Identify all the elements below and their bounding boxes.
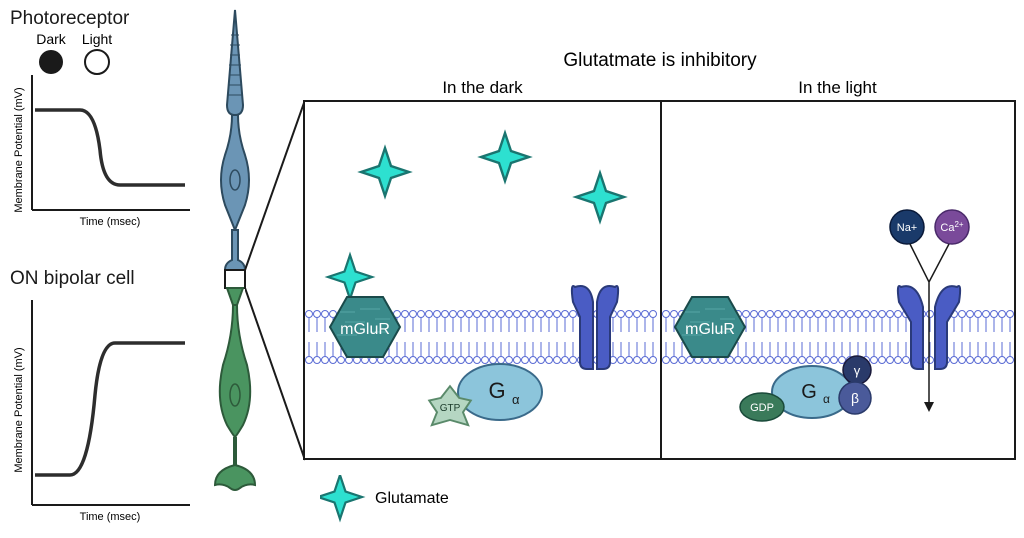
gdp-icon: GDP (740, 393, 784, 421)
photoreceptor-curve (35, 110, 185, 185)
bipolar-yaxis-label: Membrane Potential (mV) (13, 347, 25, 472)
synapse-box-icon (225, 270, 245, 288)
gamma-label: γ (854, 363, 861, 378)
diagram-root: Photoreceptor Dark Light Membrane Potent… (0, 0, 1024, 538)
photoreceptor-outer-icon (227, 10, 243, 115)
gtp-label: GTP (440, 403, 461, 414)
gamma-icon: γ (843, 356, 871, 384)
bipolar-curve (35, 343, 185, 475)
mglur-dark-label: mGluR (340, 321, 390, 338)
photoreceptor-graph: Membrane Potential (mV) Time (msec) (10, 70, 200, 235)
dark-panel-label: In the dark (305, 78, 660, 98)
g-alpha-dark-label: G (488, 378, 505, 403)
bipolar-title: ON bipolar cell (10, 268, 135, 290)
glutamate-legend: Glutamate (320, 475, 520, 530)
bipolar-graph: Membrane Potential (mV) Time (msec) (10, 295, 200, 530)
na-label: Na+ (897, 222, 918, 234)
beta-label: β (851, 390, 859, 406)
main-title: Glutatmate is inhibitory (300, 50, 1020, 72)
bipolar-dendrite-icon (227, 288, 243, 305)
glutamate-legend-label: Glutamate (375, 490, 449, 507)
light-panel-svg: Na+ Ca2+ mGluR (662, 102, 1017, 458)
bipolar-xaxis-label: Time (msec) (80, 511, 141, 523)
ca-ion-icon: Ca2+ (935, 210, 969, 244)
photoreceptor-title: Photoreceptor (10, 8, 129, 30)
photoreceptor-terminal-icon (225, 230, 245, 270)
glutamate-star-2-icon (481, 133, 529, 181)
g-alpha-sub-light-label: α (823, 392, 830, 406)
gdp-label: GDP (750, 402, 774, 414)
g-alpha-dark-icon: G α (458, 364, 542, 420)
mglur-light-label: mGluR (685, 321, 735, 338)
glutamate-star-1-icon (361, 148, 409, 196)
light-panel-label: In the light (660, 78, 1015, 98)
na-ion-icon: Na+ (890, 210, 924, 244)
photoreceptor-xaxis-label: Time (msec) (80, 216, 141, 228)
photoreceptor-yaxis-label: Membrane Potential (mV) (13, 87, 25, 212)
glutamate-star-4-icon (328, 255, 372, 299)
ion-arrowhead-icon (924, 402, 934, 412)
dark-label: Dark (36, 32, 67, 47)
light-label: Light (82, 32, 112, 47)
main-panel: In the dark In the light (303, 100, 1016, 460)
beta-icon: β (839, 382, 871, 414)
dark-panel-svg: mGluR G α GTP (305, 102, 660, 458)
g-alpha-sub-dark-label: α (512, 392, 520, 407)
g-alpha-light-label: G (801, 381, 817, 403)
mglur-light-icon: mGluR (675, 297, 745, 357)
glutamate-star-3-icon (576, 173, 624, 221)
